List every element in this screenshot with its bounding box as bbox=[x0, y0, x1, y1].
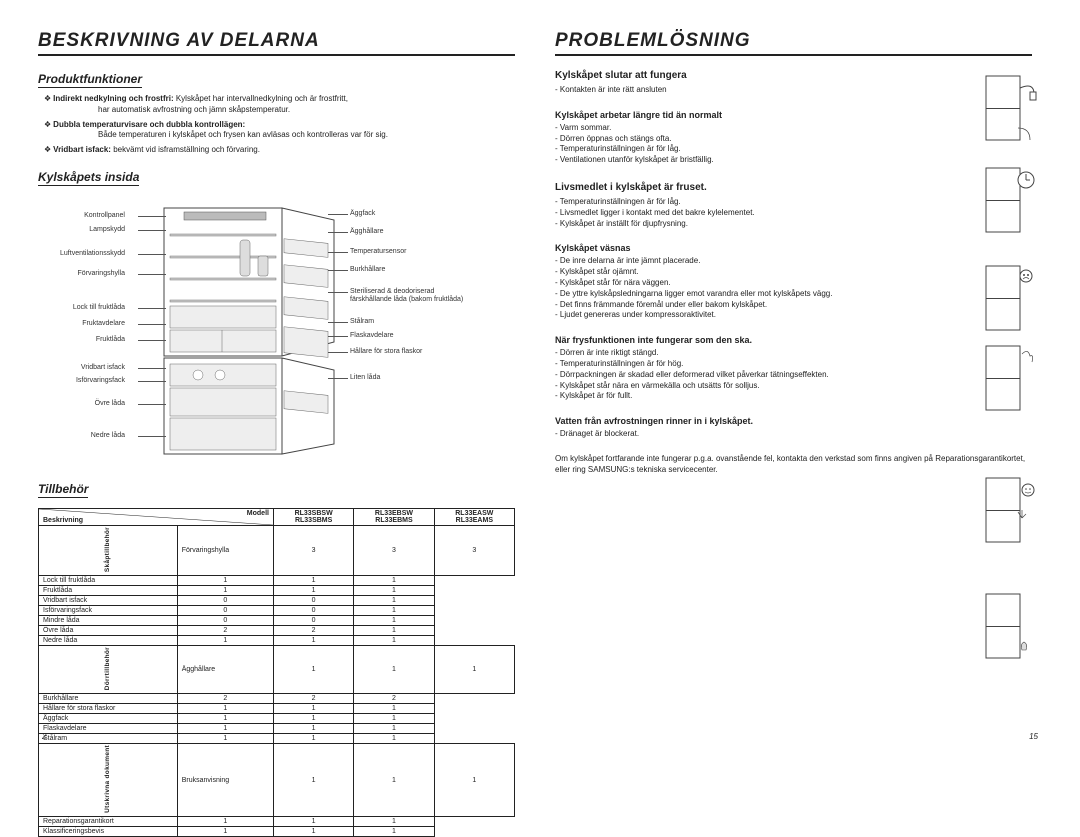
section-line: Ljudet genereras under kompressoraktivit… bbox=[555, 310, 935, 321]
section-line: Kylskåpet står ojämnt. bbox=[555, 267, 935, 278]
accessories-table: ModellBeskrivningRL33SBSWRL33SBMSRL33EBS… bbox=[38, 508, 515, 837]
section-heading: Kylskåpet arbetar längre tid än normalt bbox=[555, 110, 935, 120]
diagram-label: Temperatursensor bbox=[350, 248, 406, 255]
diagram-label: Nedre låda bbox=[91, 432, 125, 439]
section-line: Kontakten är inte rätt ansluten bbox=[555, 85, 935, 96]
illus-cold bbox=[978, 258, 1038, 338]
illus-noise bbox=[978, 338, 1038, 418]
diagram-label: Övre låda bbox=[95, 400, 125, 407]
diagram-label: Lampskydd bbox=[89, 226, 125, 233]
troubleshooting-sections: Kylskåpet slutar att fungera Kontakten är… bbox=[555, 70, 935, 440]
diagram-label: Vridbart isfack bbox=[81, 364, 125, 371]
interior-heading: Kylskåpets insida bbox=[38, 170, 139, 186]
diagram-label: Stålram bbox=[350, 318, 374, 325]
fridge-illustration bbox=[144, 206, 344, 458]
diagram-label: Fruktavdelare bbox=[82, 320, 125, 327]
right-title: PROBLEMLÖSNING bbox=[555, 30, 1032, 56]
page-number-right: 15 bbox=[1029, 732, 1038, 741]
feature-bullet: ❖Indirekt nedkylning och frostfri: Kylsk… bbox=[38, 94, 515, 116]
section-line: Dörrpackningen är skadad eller deformera… bbox=[555, 370, 935, 381]
diagram-label: Burkhållare bbox=[350, 266, 385, 273]
page-number-left: 2 bbox=[42, 732, 46, 741]
section-heading: När frysfunktionen inte fungerar som den… bbox=[555, 335, 935, 345]
diagram-label: Isförvaringsfack bbox=[76, 377, 125, 384]
fridge-diagram: Kontrollpanel Lampskydd Luftventilationssk… bbox=[38, 200, 515, 472]
section-line: Livsmedlet ligger i kontakt med det bakr… bbox=[555, 208, 935, 219]
diagram-label: Liten låda bbox=[350, 374, 380, 381]
section-line: Temperaturinställningen är för låg. bbox=[555, 144, 935, 155]
section-line: Det finns främmande föremål under eller … bbox=[555, 300, 935, 311]
features-heading: Produktfunktioner bbox=[38, 72, 142, 88]
footer-note: Om kylskåpet fortfarande inte fungerar p… bbox=[555, 454, 1032, 476]
diagram-label: Lock till fruktlåda bbox=[73, 304, 125, 311]
section-line: Kylskåpet står nära en värmekälla och ut… bbox=[555, 381, 935, 392]
accessories-heading: Tillbehör bbox=[38, 482, 88, 498]
left-title: BESKRIVNING AV DELARNA bbox=[38, 30, 515, 56]
diagram-label: Äggfack bbox=[350, 210, 375, 217]
left-page: BESKRIVNING AV DELARNA Produktfunktioner… bbox=[38, 30, 535, 741]
section-heading: Vatten från avfrostningen rinner in i ky… bbox=[555, 416, 935, 426]
section-line: De inre delarna är inte jämnt placerade. bbox=[555, 256, 935, 267]
section-line: Kylskåpet är för fullt. bbox=[555, 391, 935, 402]
section-heading: Kylskåpet slutar att fungera bbox=[555, 70, 935, 81]
feature-bullet: ❖Vridbart isfack: bekvämt vid isframstäl… bbox=[38, 145, 515, 156]
illus-freeze bbox=[978, 470, 1038, 550]
section-line: Dörren öppnas och stängs ofta. bbox=[555, 134, 935, 145]
section-line: Kylskåpet är inställt för djupfrysning. bbox=[555, 219, 935, 230]
right-page: PROBLEMLÖSNING Kylskåpet slutar att fung… bbox=[535, 30, 1032, 741]
illus-plug bbox=[978, 68, 1038, 148]
diagram-label: Fruktlåda bbox=[96, 336, 125, 343]
section-line: Ventilationen utanför kylskåpet är brist… bbox=[555, 155, 935, 166]
feature-bullets: ❖Indirekt nedkylning och frostfri: Kylsk… bbox=[38, 94, 515, 156]
feature-bullet: ❖Dubbla temperaturvisare och dubbla kont… bbox=[38, 120, 515, 142]
diagram-label: Luftventilationsskydd bbox=[60, 250, 125, 257]
diagram-label: Ägghållare bbox=[350, 228, 383, 235]
illus-water bbox=[978, 586, 1038, 666]
section-line: Dränaget är blockerat. bbox=[555, 429, 935, 440]
diagram-label: Flaskavdelare bbox=[350, 332, 394, 339]
diagram-label: Förvaringshylla bbox=[78, 270, 125, 277]
illus-clock bbox=[978, 160, 1038, 240]
diagram-label: Steriliserad & deodoriserad färskhålland… bbox=[350, 288, 470, 303]
section-line: Dörren är inte riktigt stängd. bbox=[555, 348, 935, 359]
section-line: Temperaturinställningen är för låg. bbox=[555, 197, 935, 208]
section-line: Temperaturinställningen är för hög. bbox=[555, 359, 935, 370]
section-line: Varm sommar. bbox=[555, 123, 935, 134]
diagram-label: Kontrollpanel bbox=[84, 212, 125, 219]
section-line: De yttre kylskåpsledningarna ligger emot… bbox=[555, 289, 935, 300]
section-heading: Livsmedlet i kylskåpet är fruset. bbox=[555, 182, 935, 193]
section-line: Kylskåpet står för nära väggen. bbox=[555, 278, 935, 289]
section-heading: Kylskåpet väsnas bbox=[555, 243, 935, 253]
diagram-label: Hållare för stora flaskor bbox=[350, 348, 422, 355]
